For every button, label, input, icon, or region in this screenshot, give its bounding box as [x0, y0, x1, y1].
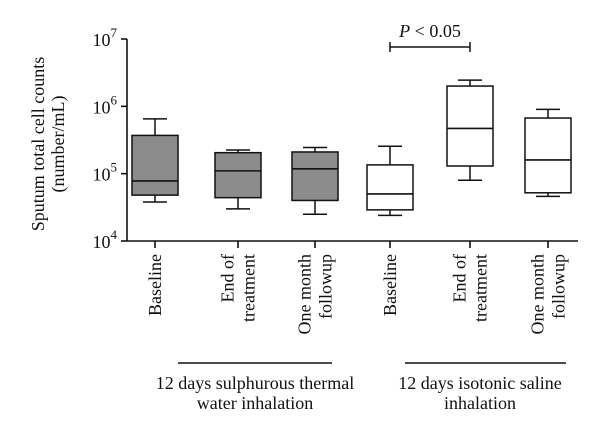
box-3 — [291, 146, 339, 248]
group-label: water inhalation — [197, 393, 313, 413]
iqr-box — [524, 117, 572, 194]
significance-label: P < 0.05 — [398, 21, 461, 41]
y-tick-label: 104 — [93, 227, 118, 252]
y-tick-label: 107 — [93, 25, 118, 50]
y-tick-label: 106 — [93, 92, 118, 117]
group-label: inhalation — [444, 393, 516, 413]
y-axis-label-line2: (number/mL) — [48, 96, 69, 193]
group-label: 12 days isotonic saline — [398, 373, 561, 393]
boxes — [131, 79, 572, 248]
y-ticks: 104 105 106 107 — [93, 25, 127, 252]
iqr-box — [291, 151, 339, 202]
iqr-box — [366, 164, 414, 211]
box-1 — [131, 118, 179, 248]
category-label: treatment — [471, 254, 491, 322]
category-labels: Baseline End of treatment One month followup… — [145, 254, 569, 335]
box-2 — [214, 149, 262, 248]
y-tick-label: 105 — [93, 160, 118, 185]
box-6 — [524, 108, 572, 248]
category-label: One month — [295, 254, 315, 335]
category-label: Baseline — [380, 254, 400, 316]
iqr-box — [131, 134, 179, 196]
category-label: One month — [528, 254, 548, 335]
category-label: End of — [218, 254, 238, 303]
iqr-box — [446, 85, 494, 167]
category-label: End of — [450, 254, 470, 303]
box-5 — [446, 79, 494, 248]
category-label: Baseline — [145, 254, 165, 316]
category-label: followup — [316, 254, 336, 319]
category-label: treatment — [239, 254, 259, 322]
box-4 — [366, 145, 414, 248]
group-label: 12 days sulphurous thermal — [156, 373, 354, 393]
iqr-box — [214, 151, 262, 199]
y-axis-label-line1: Sputum total cell counts — [28, 57, 48, 231]
category-label: followup — [549, 254, 569, 319]
significance-annotation: P < 0.05 — [389, 21, 471, 52]
